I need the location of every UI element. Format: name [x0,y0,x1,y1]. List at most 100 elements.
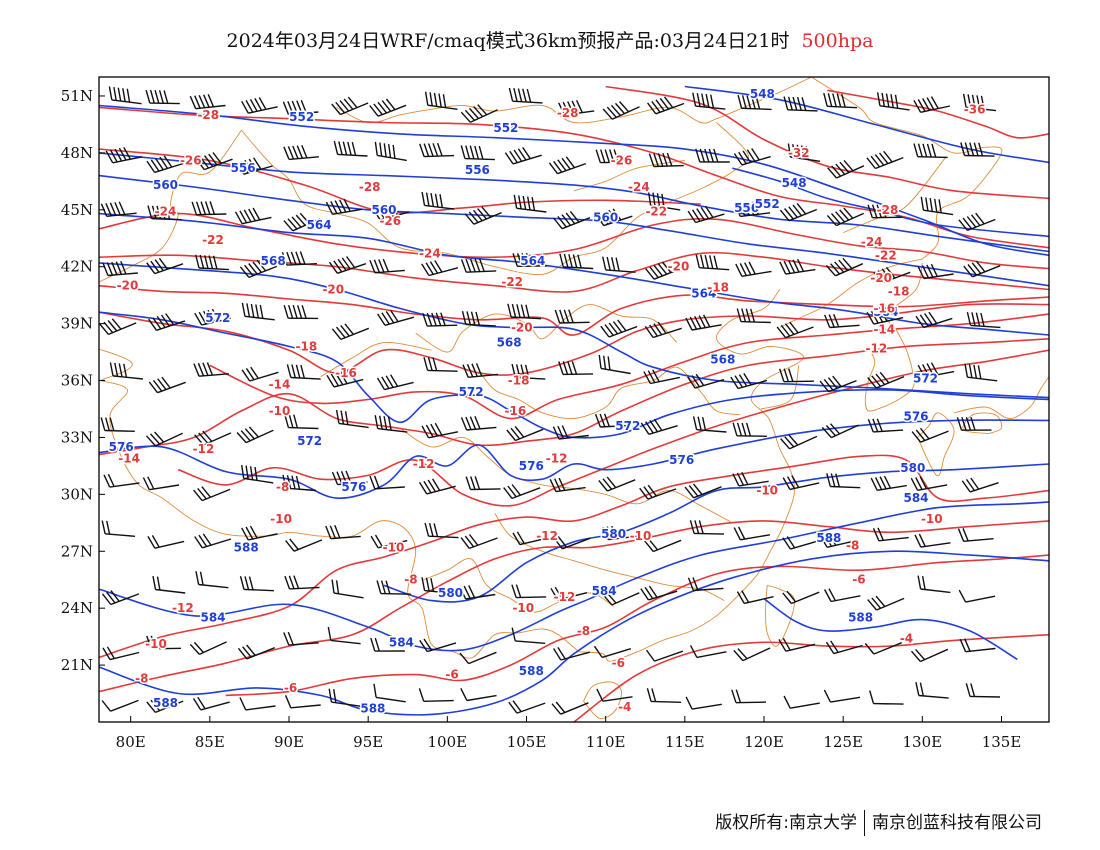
temperature-label: -8 [846,539,859,553]
height-label: 576 [109,440,134,454]
wind-barb [689,645,727,659]
temperature-label: -12 [193,442,215,456]
wind-barb [460,258,497,273]
wind-barb [331,96,369,116]
lon-tick-label: 100E [428,733,468,751]
border-line [953,376,1049,419]
wind-barb [373,683,406,703]
lat-tick-label: 30N [61,485,93,503]
height-label: 560 [593,210,618,224]
wind-barb [827,159,865,179]
title-text: 2024年03月24日WRF/cmaq模式36km预报产品:03月24日21时 [226,30,790,52]
lat-tick-label: 45N [61,201,93,219]
temperature-label: -6 [284,681,297,695]
wind-barb [421,577,455,595]
temperature-label: -6 [612,656,625,670]
wind-barb [241,302,275,321]
wind-barb [732,422,767,437]
temperature-label: -6 [852,573,865,587]
wind-barb [372,203,410,221]
temperature-label: -18 [508,374,530,388]
map-axes: 80E 85E 90E 95E 100E 105E 110E 115E 120E 125E 130E… [61,87,1022,751]
height-label: 572 [205,311,230,325]
wind-barb [600,319,638,338]
wind-barb [105,146,143,164]
height-label: 572 [297,434,322,448]
temperature-contour [225,554,1049,697]
wind-barb [512,252,548,267]
height-contour [99,104,1049,257]
wind-barb [639,484,677,500]
wind-barb [776,321,814,339]
lat-tick-label: 48N [61,144,93,162]
border-line [811,77,1003,260]
temperature-label: -12 [546,451,568,465]
lat-tick-label: 42N [61,258,93,276]
wind-barb [195,254,229,271]
temperature-label: -14 [873,322,895,336]
wind-barb [284,695,321,709]
wind-barb [462,363,499,378]
temperature-label: -24 [628,180,650,194]
height-contour [99,311,1049,439]
border-line [320,342,432,378]
wind-barb [867,418,904,433]
temperature-label: -20 [870,271,892,285]
wind-barb [146,155,184,174]
wind-barb [730,373,768,390]
lon-tick-label: 90E [274,733,304,751]
wind-barb [325,198,363,215]
lon-tick-label: 110E [586,733,626,751]
wind-barb [241,525,278,541]
wind-barb [644,321,682,339]
wind-barb [503,484,541,500]
temperature-contour [573,633,1049,722]
temperature-label: -20 [668,260,690,274]
wind-barb [511,627,546,644]
height-contour [684,85,1049,164]
temperature-contour [177,349,1049,507]
temperature-contour [605,85,1049,200]
wind-barb [962,93,997,112]
wind-barb [335,409,369,429]
wind-barb [643,369,680,385]
wind-barb [957,528,994,542]
wind-barb [236,426,274,444]
wind-barb [910,476,948,491]
wind-barb [145,431,183,447]
wind-barb [778,638,816,652]
border-line [241,122,750,276]
height-label: 560 [153,178,178,192]
temperature-contour [827,89,1049,139]
border-line [478,366,741,420]
temperature-label: -22 [645,205,667,219]
wind-barb [148,313,186,331]
height-label: 588 [519,664,544,678]
wind-barb [99,318,137,336]
height-label: 552 [755,197,780,211]
wind-barb [465,476,501,491]
wind-barb [234,207,272,225]
wind-barb [966,311,1001,329]
border-line [843,156,947,234]
wind-barb [961,477,999,493]
wind-barb [917,575,951,594]
wind-barb [148,376,186,394]
temperature-contour [99,454,1049,659]
wind-barb [867,595,905,611]
temperature-label: -4 [618,700,631,714]
wind-barb [146,635,182,650]
temperature-label: -28 [359,180,381,194]
wind-barb [553,535,591,550]
wind-barb [551,701,589,715]
wind-barb [460,687,497,702]
height-label: 556 [465,163,490,177]
lon-tick-label: 115E [665,733,705,751]
height-contour [763,598,1018,661]
wind-barb [602,101,640,120]
wind-barb [100,417,135,432]
temperature-label: -12 [554,590,576,604]
wind-barb [602,525,639,541]
wind-barb [194,308,232,326]
copyright-company: 南京创蓝科技有限公司 [872,813,1042,833]
